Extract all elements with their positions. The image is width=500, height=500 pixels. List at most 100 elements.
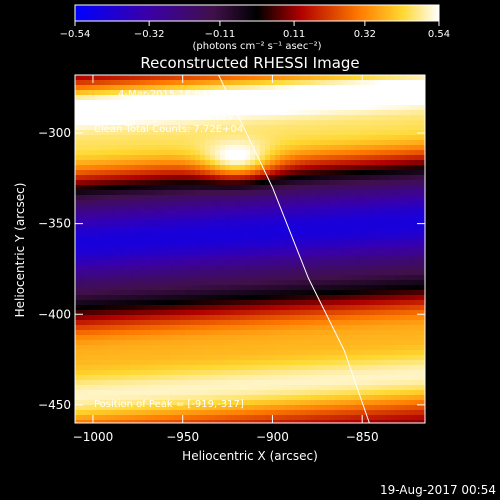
heatmap-cell — [190, 250, 196, 256]
heatmap-cell — [85, 385, 91, 391]
heatmap-cell — [335, 115, 341, 121]
heatmap-cell — [215, 400, 221, 406]
heatmap-cell — [285, 225, 291, 231]
heatmap-cell — [380, 245, 386, 251]
heatmap-cell — [180, 105, 186, 111]
heatmap-cell — [360, 205, 366, 211]
heatmap-cell — [280, 120, 286, 126]
heatmap-cell — [345, 410, 351, 416]
heatmap-cell — [115, 215, 121, 221]
heatmap-cell — [195, 310, 201, 316]
heatmap-cell — [320, 300, 326, 306]
heatmap-cell — [410, 265, 416, 271]
heatmap-cell — [305, 365, 311, 371]
heatmap-cell — [75, 205, 81, 211]
heatmap-cell — [135, 110, 141, 116]
heatmap-cell — [150, 180, 156, 186]
heatmap-cell — [95, 75, 101, 81]
heatmap-cell — [245, 410, 251, 416]
heatmap-cell — [290, 325, 296, 331]
heatmap-cell — [215, 190, 221, 196]
heatmap-cell — [260, 250, 266, 256]
heatmap-cell — [235, 85, 241, 91]
heatmap-cell — [240, 275, 246, 281]
heatmap-cell — [355, 165, 361, 171]
heatmap-cell — [130, 300, 136, 306]
heatmap-cell — [255, 120, 261, 126]
heatmap-cell — [140, 170, 146, 176]
heatmap-cell — [95, 350, 101, 356]
heatmap-cell — [410, 355, 416, 361]
heatmap-cell — [420, 255, 425, 261]
heatmap-cell — [390, 205, 396, 211]
heatmap-cell — [380, 115, 386, 121]
heatmap-cell — [85, 180, 91, 186]
heatmap-cell — [145, 355, 151, 361]
heatmap-cell — [85, 230, 91, 236]
heatmap-cell — [200, 395, 206, 401]
heatmap-cell — [380, 100, 386, 106]
heatmap-cell — [360, 130, 366, 136]
heatmap-cell — [185, 335, 191, 341]
heatmap-cell — [95, 155, 101, 161]
heatmap-cell — [160, 410, 166, 416]
heatmap-cell — [245, 85, 251, 91]
heatmap-cell — [125, 90, 131, 96]
heatmap-cell — [225, 135, 231, 141]
heatmap-cell — [180, 225, 186, 231]
heatmap-cell — [385, 150, 391, 156]
heatmap-cell — [295, 320, 301, 326]
heatmap-cell — [225, 365, 231, 371]
heatmap-cell — [125, 140, 131, 146]
heatmap-cell — [305, 380, 311, 386]
heatmap-cell — [120, 300, 126, 306]
heatmap-cell — [170, 225, 176, 231]
heatmap-cell — [150, 260, 156, 266]
heatmap-cell — [210, 115, 216, 121]
heatmap-cell — [140, 390, 146, 396]
heatmap-cell — [80, 290, 86, 296]
heatmap-cell — [395, 180, 401, 186]
heatmap-cell — [320, 165, 326, 171]
heatmap-cell — [115, 400, 121, 406]
heatmap-cell — [180, 115, 186, 121]
heatmap-cell — [280, 325, 286, 331]
heatmap-cell — [90, 330, 96, 336]
heatmap-cell — [350, 390, 356, 396]
heatmap-cell — [395, 315, 401, 321]
heatmap-cell — [115, 405, 121, 411]
heatmap-cell — [120, 205, 126, 211]
heatmap-cell — [350, 405, 356, 411]
heatmap-cell — [95, 100, 101, 106]
heatmap-cell — [385, 415, 391, 421]
heatmap-cell — [410, 230, 416, 236]
heatmap-cell — [90, 195, 96, 201]
heatmap-cell — [255, 105, 261, 111]
heatmap-cell — [150, 415, 156, 421]
heatmap-cell — [210, 170, 216, 176]
heatmap-cell — [185, 245, 191, 251]
heatmap-cell — [285, 180, 291, 186]
heatmap-cell — [195, 205, 201, 211]
heatmap-cell — [135, 295, 141, 301]
heatmap-cell — [250, 300, 256, 306]
heatmap-cell — [180, 240, 186, 246]
heatmap-cell — [310, 100, 316, 106]
heatmap-cell — [305, 140, 311, 146]
heatmap-cell — [290, 390, 296, 396]
heatmap-cell — [150, 395, 156, 401]
heatmap-cell — [330, 150, 336, 156]
heatmap-cell — [225, 80, 231, 86]
heatmap-cell — [395, 415, 401, 421]
heatmap-cell — [225, 125, 231, 131]
heatmap-cell — [135, 360, 141, 366]
heatmap-cell — [180, 305, 186, 311]
heatmap-cell — [80, 225, 86, 231]
heatmap-cell — [120, 110, 126, 116]
heatmap-cell — [120, 330, 126, 336]
heatmap-cell — [245, 195, 251, 201]
heatmap-cell — [395, 100, 401, 106]
heatmap-cell — [390, 350, 396, 356]
heatmap-cell — [100, 345, 106, 351]
heatmap-cell — [370, 185, 376, 191]
